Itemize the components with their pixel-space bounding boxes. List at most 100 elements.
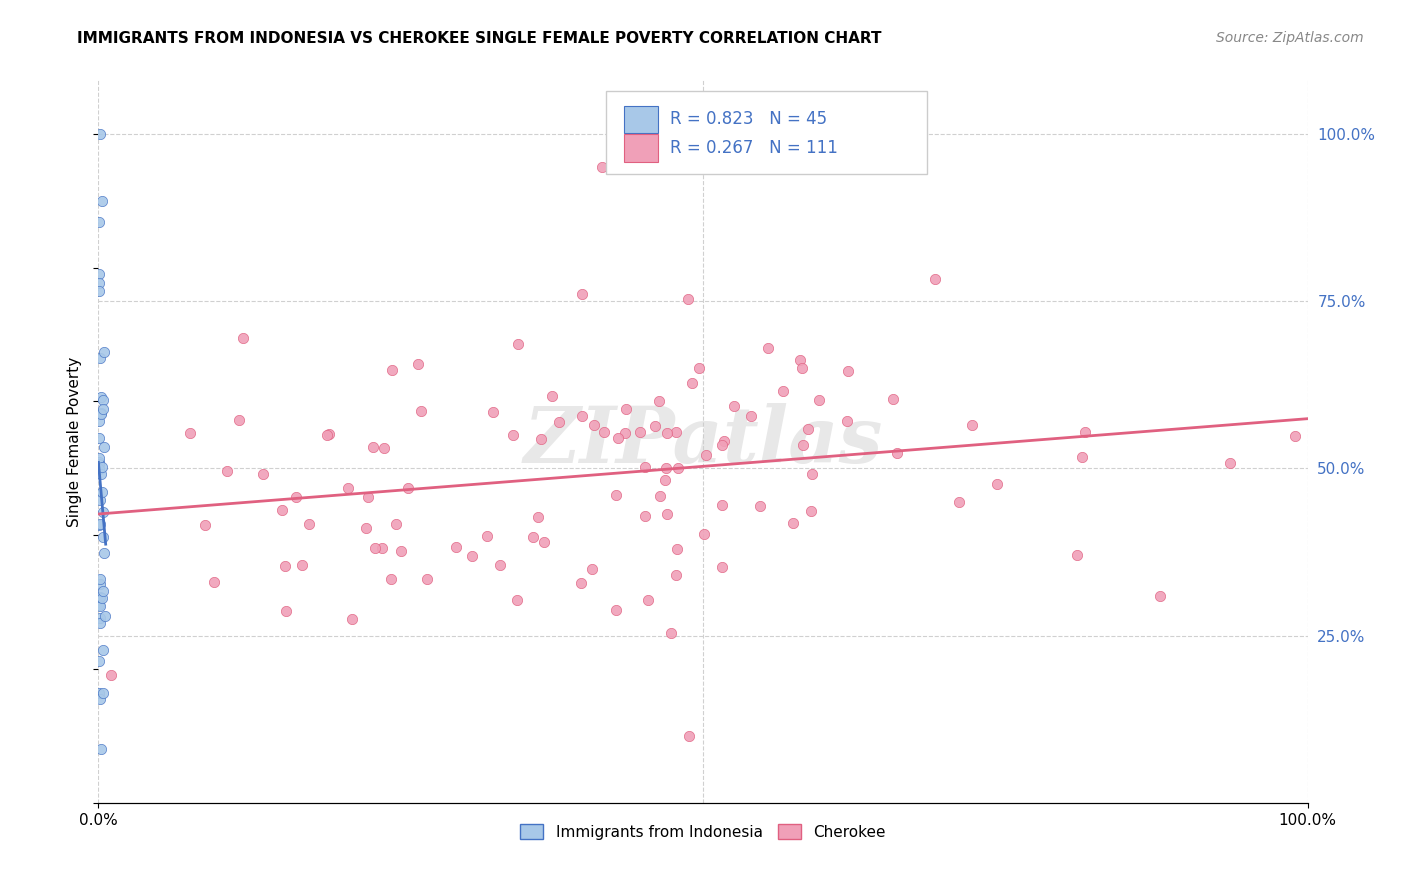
Point: [637, 592, 659, 607]
Point: [681, 376, 703, 390]
Point: [273, 558, 295, 573]
Text: R = 0.823   N = 45: R = 0.823 N = 45: [671, 111, 828, 128]
Point: [628, 425, 651, 440]
Point: [782, 516, 804, 530]
Point: [665, 541, 688, 556]
Point: [271, 503, 294, 517]
Point: [634, 459, 657, 474]
Point: [276, 603, 298, 617]
Point: [533, 534, 555, 549]
Point: [676, 293, 699, 307]
Y-axis label: Single Female Poverty: Single Female Poverty: [67, 357, 83, 526]
Point: [316, 428, 339, 442]
Point: [228, 413, 250, 427]
Point: [89, 431, 111, 445]
Point: [336, 481, 359, 495]
Point: [93, 345, 115, 359]
Point: [89, 591, 111, 605]
Point: [364, 541, 387, 556]
Point: [835, 414, 858, 428]
Point: [648, 489, 671, 503]
Point: [614, 401, 637, 416]
Point: [527, 510, 550, 524]
Point: [384, 516, 406, 531]
Point: [1071, 450, 1094, 465]
Point: [381, 363, 404, 377]
Point: [548, 415, 571, 429]
Point: [87, 654, 110, 668]
Point: [506, 592, 529, 607]
Point: [582, 418, 605, 433]
Point: [924, 271, 946, 285]
Point: [502, 428, 524, 442]
Point: [756, 342, 779, 356]
Point: [87, 455, 110, 469]
Point: [93, 608, 115, 623]
Point: [800, 467, 823, 481]
Point: [89, 451, 111, 466]
Point: [678, 729, 700, 743]
Text: Source: ZipAtlas.com: Source: ZipAtlas.com: [1216, 31, 1364, 45]
Point: [948, 494, 970, 508]
Point: [605, 603, 627, 617]
Point: [749, 500, 772, 514]
Point: [665, 425, 688, 439]
Point: [91, 583, 114, 598]
Point: [657, 425, 679, 440]
Point: [581, 562, 603, 576]
Point: [89, 516, 111, 531]
Point: [298, 516, 321, 531]
Point: [89, 351, 111, 366]
Point: [89, 615, 111, 630]
Point: [693, 527, 716, 541]
Point: [215, 465, 238, 479]
Point: [87, 517, 110, 532]
Point: [416, 572, 439, 586]
Text: ZIPatlas: ZIPatlas: [523, 403, 883, 480]
Point: [797, 422, 820, 436]
Point: [373, 442, 395, 456]
Point: [396, 481, 419, 495]
Point: [1284, 429, 1306, 443]
Point: [370, 541, 392, 555]
Point: [695, 448, 717, 462]
Point: [91, 530, 114, 544]
Point: [91, 504, 114, 518]
Point: [89, 284, 111, 298]
Point: [91, 591, 114, 606]
Legend: Immigrants from Indonesia, Cherokee: Immigrants from Indonesia, Cherokee: [515, 818, 891, 846]
Point: [607, 431, 630, 445]
Point: [90, 467, 112, 482]
Point: [252, 467, 274, 481]
Point: [90, 459, 112, 474]
Point: [406, 357, 429, 371]
Point: [89, 599, 111, 613]
Point: [232, 331, 254, 345]
Point: [659, 625, 682, 640]
Point: [644, 419, 666, 434]
Point: [90, 406, 112, 420]
FancyBboxPatch shape: [606, 91, 927, 174]
Point: [688, 360, 710, 375]
Point: [354, 521, 377, 535]
Point: [508, 337, 530, 351]
Point: [614, 425, 637, 440]
Point: [655, 461, 678, 475]
Point: [593, 425, 616, 440]
Point: [664, 568, 686, 582]
Point: [89, 276, 111, 290]
Point: [482, 405, 505, 419]
Point: [882, 392, 904, 407]
Point: [93, 546, 115, 560]
Point: [89, 414, 111, 428]
Point: [291, 558, 314, 572]
Point: [655, 507, 678, 521]
Point: [886, 446, 908, 460]
Point: [318, 426, 340, 441]
Point: [800, 503, 823, 517]
Point: [475, 529, 498, 543]
Point: [357, 490, 380, 504]
Point: [790, 361, 813, 376]
Point: [522, 530, 544, 544]
Point: [193, 517, 215, 532]
